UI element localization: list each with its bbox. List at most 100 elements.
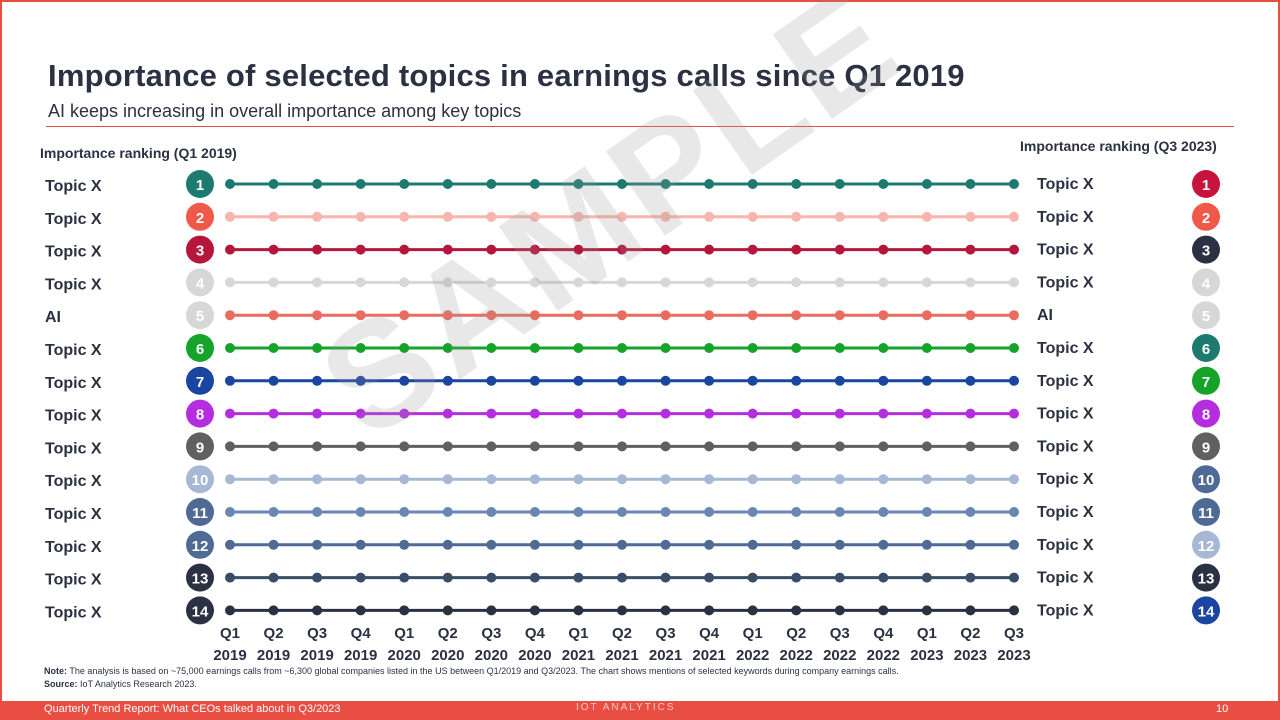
data-point [399,572,410,583]
left-topic-label: Topic X [45,211,102,228]
data-point [486,179,497,189]
data-point [225,474,235,485]
data-point [573,277,584,288]
right-topic-label: Topic X [1037,504,1094,521]
data-point [442,244,453,255]
data-point [312,539,323,550]
data-point [834,310,845,321]
right-topic-label: Topic X [1037,570,1094,587]
data-point [573,539,584,550]
data-point [355,441,366,452]
left-topic-label: Topic X [45,604,102,621]
data-point [921,277,932,288]
left-topic-label: Topic X [45,342,102,359]
data-point [965,179,976,189]
data-point [355,375,366,386]
data-point [747,605,758,616]
data-point [834,375,845,386]
data-point [225,539,235,550]
data-point [747,277,758,288]
data-point [704,244,715,255]
x-tick-quarter: Q1 [743,625,763,642]
data-point [747,343,758,353]
data-point [573,310,584,321]
left-rank-number: 6 [196,341,204,358]
data-point [660,375,671,386]
left-rank-number: 14 [192,603,209,620]
data-point [486,277,497,288]
data-point [1009,343,1019,353]
data-point [660,605,671,616]
data-point [486,572,497,583]
data-point [704,343,715,353]
x-tick-year: 2020 [518,647,551,664]
data-point [791,310,802,321]
data-point [573,375,584,386]
data-point [704,572,715,583]
data-point [312,244,323,255]
data-point [486,211,497,222]
x-tick-year: 2022 [867,647,900,664]
x-tick-year: 2023 [997,647,1030,664]
data-point [921,375,932,386]
data-point [921,310,932,321]
data-point [965,441,976,452]
data-point [573,572,584,583]
data-point [399,474,410,485]
data-point [617,179,627,189]
data-point [312,507,323,517]
data-point [268,211,279,222]
right-rank-number: 10 [1198,472,1215,489]
data-point [573,211,584,222]
data-point [834,408,845,419]
data-point [1009,507,1019,517]
data-point [747,244,758,255]
data-point [529,572,540,583]
data-point [573,179,584,189]
data-point [617,244,627,255]
left-rank-number: 9 [196,439,204,456]
data-point [486,507,497,517]
data-point [442,474,453,485]
data-point [660,539,671,550]
right-topic-label: Topic X [1037,438,1094,455]
data-point [791,277,802,288]
left-topic-label: Topic X [45,178,102,195]
data-point [921,572,932,583]
data-point [486,474,497,485]
x-tick-quarter: Q3 [1004,625,1024,642]
right-rank-badge [1192,301,1220,330]
data-point [878,539,889,550]
data-point [878,474,889,485]
data-point [791,179,802,189]
x-tick-year: 2022 [823,647,856,664]
x-tick-quarter: Q2 [612,625,632,642]
data-point [486,605,497,616]
data-point [268,539,279,550]
right-topic-label: Topic X [1037,274,1094,291]
data-point [529,179,540,189]
data-point [1009,539,1019,550]
data-point [486,539,497,550]
data-point [1009,441,1019,452]
left-rank-number: 2 [196,210,204,227]
data-point [704,375,715,386]
right-rank-number: 12 [1198,538,1215,555]
x-tick-year: 2020 [431,647,464,664]
data-point [268,572,279,583]
x-tick-year: 2020 [388,647,421,664]
right-rank-badge [1192,170,1220,198]
data-point [921,507,932,517]
data-point [529,375,540,386]
right-rank-badge [1192,268,1220,297]
page-title: Importance of selected topics in earning… [48,58,965,93]
data-point [660,474,671,485]
data-point [878,375,889,386]
right-rank-number: 5 [1202,308,1210,325]
x-tick-quarter: Q1 [568,625,588,642]
data-point [355,211,366,222]
data-point [704,605,715,616]
right-rank-number: 6 [1202,341,1210,358]
data-point [965,474,976,485]
data-point [486,244,497,255]
